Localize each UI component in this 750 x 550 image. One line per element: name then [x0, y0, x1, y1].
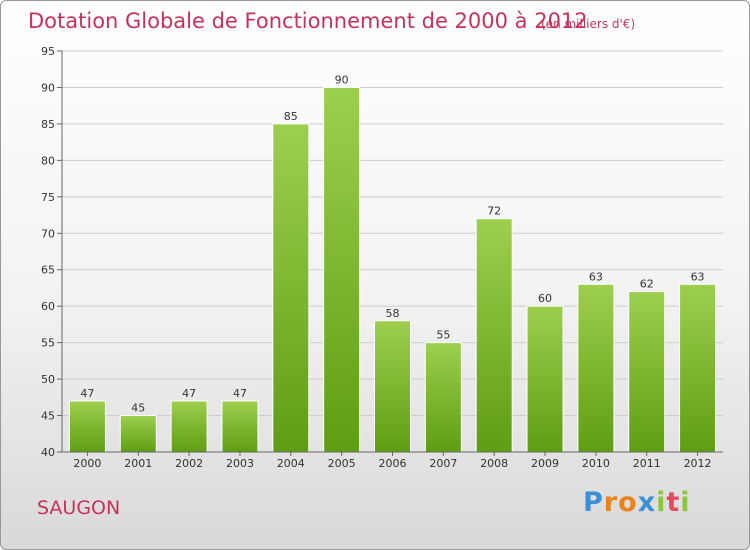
- y-tick-label: 60: [41, 300, 55, 313]
- data-label: 85: [284, 110, 298, 123]
- data-label: 72: [487, 205, 501, 218]
- proxiti-logo: Proxiti: [583, 487, 691, 518]
- logo-letter: P: [583, 487, 604, 518]
- logo-letter: t: [666, 487, 681, 518]
- x-tick-label: 2012: [684, 457, 712, 470]
- logo-letter: x: [637, 487, 657, 518]
- x-tick-label: 2002: [175, 457, 203, 470]
- data-label: 90: [335, 73, 349, 86]
- y-tick-label: 95: [41, 45, 55, 58]
- data-label: 47: [80, 387, 94, 400]
- bar: [424, 342, 462, 453]
- data-label: 63: [691, 270, 705, 283]
- x-tick-label: 2003: [226, 457, 254, 470]
- y-tick-label: 75: [41, 191, 55, 204]
- bars: 47 45 47 47 85 90 58 55 72 60 63 62 63: [68, 73, 717, 453]
- bar: [221, 400, 259, 453]
- data-label: 63: [589, 270, 603, 283]
- bar: [119, 415, 157, 453]
- bar: [679, 283, 717, 453]
- y-tick-label: 70: [41, 227, 55, 240]
- y-tick-label: 90: [41, 81, 55, 94]
- x-axis: 2000 2001 2002 2003 2004 2005 2006 2007 2008 2009…: [62, 451, 723, 470]
- bar: [374, 320, 411, 453]
- bar: [475, 218, 513, 453]
- x-tick-label: 2006: [379, 457, 407, 470]
- chart-subtitle: (en milliers d'€): [541, 17, 636, 31]
- y-tick-label: 40: [41, 446, 55, 459]
- bar: [526, 305, 564, 453]
- y-tick-label: 50: [41, 373, 55, 386]
- bar: [323, 86, 361, 453]
- x-tick-label: 2010: [582, 457, 610, 470]
- bar: [68, 400, 106, 453]
- bar: [170, 400, 208, 453]
- place-name: SAUGON: [37, 497, 121, 519]
- y-tick-label: 85: [41, 118, 55, 131]
- x-tick-label: 2008: [480, 457, 508, 470]
- bar: [628, 291, 666, 453]
- data-label: 60: [538, 292, 552, 305]
- x-tick-label: 2004: [277, 457, 305, 470]
- y-tick-label: 80: [41, 154, 55, 167]
- x-tick-label: 2007: [429, 457, 457, 470]
- logo-letter: i: [656, 487, 667, 518]
- x-tick-label: 2000: [73, 457, 101, 470]
- y-axis: 40 45 50 55 60 65 70 75 80 85 90 95: [41, 45, 63, 459]
- data-label: 55: [436, 329, 450, 342]
- chart-title: Dotation Globale de Fonctionnement de 20…: [28, 9, 588, 33]
- y-tick-label: 55: [41, 337, 55, 350]
- data-label: 45: [131, 402, 145, 415]
- logo-letter: i: [680, 487, 691, 518]
- y-tick-label: 45: [41, 410, 55, 423]
- x-tick-label: 2001: [124, 457, 152, 470]
- x-tick-label: 2011: [633, 457, 661, 470]
- data-label: 62: [640, 278, 654, 291]
- y-tick-label: 65: [41, 264, 55, 277]
- x-tick-label: 2005: [328, 457, 356, 470]
- bar: [272, 123, 310, 453]
- data-label: 47: [233, 387, 247, 400]
- bar: [577, 283, 615, 453]
- data-label: 58: [386, 307, 400, 320]
- logo-letter: o: [618, 487, 638, 518]
- data-label: 47: [182, 387, 196, 400]
- x-tick-label: 2009: [531, 457, 559, 470]
- logo-letter: r: [603, 487, 619, 518]
